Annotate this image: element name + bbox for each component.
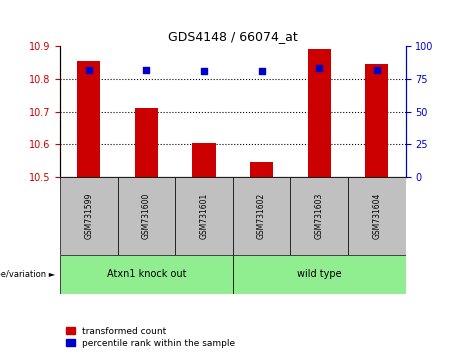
Bar: [233, 255, 406, 294]
Text: Atxn1 knock out: Atxn1 knock out: [106, 269, 186, 279]
Bar: [175, 177, 233, 255]
Bar: [135, 108, 158, 177]
Bar: [250, 162, 273, 177]
Bar: [365, 64, 388, 177]
Point: [85, 67, 92, 73]
Text: genotype/variation ►: genotype/variation ►: [0, 270, 55, 279]
Bar: [308, 49, 331, 177]
Legend: transformed count, percentile rank within the sample: transformed count, percentile rank withi…: [65, 325, 237, 349]
Text: GSM731603: GSM731603: [315, 193, 324, 239]
Bar: [118, 177, 175, 255]
Point: [373, 67, 381, 73]
Point: [315, 65, 323, 71]
Text: wild type: wild type: [297, 269, 342, 279]
Bar: [348, 177, 406, 255]
Text: GSM731601: GSM731601: [200, 193, 208, 239]
Text: GSM731600: GSM731600: [142, 193, 151, 239]
Bar: [60, 255, 233, 294]
Point: [258, 68, 266, 74]
Bar: [290, 177, 348, 255]
Point: [142, 67, 150, 73]
Bar: [193, 143, 216, 177]
Text: GSM731602: GSM731602: [257, 193, 266, 239]
Title: GDS4148 / 66074_at: GDS4148 / 66074_at: [168, 30, 298, 44]
Point: [200, 68, 207, 74]
Text: GSM731604: GSM731604: [372, 193, 381, 239]
Text: GSM731599: GSM731599: [84, 193, 93, 239]
Bar: [233, 177, 290, 255]
Bar: [60, 177, 118, 255]
Bar: [77, 61, 100, 177]
